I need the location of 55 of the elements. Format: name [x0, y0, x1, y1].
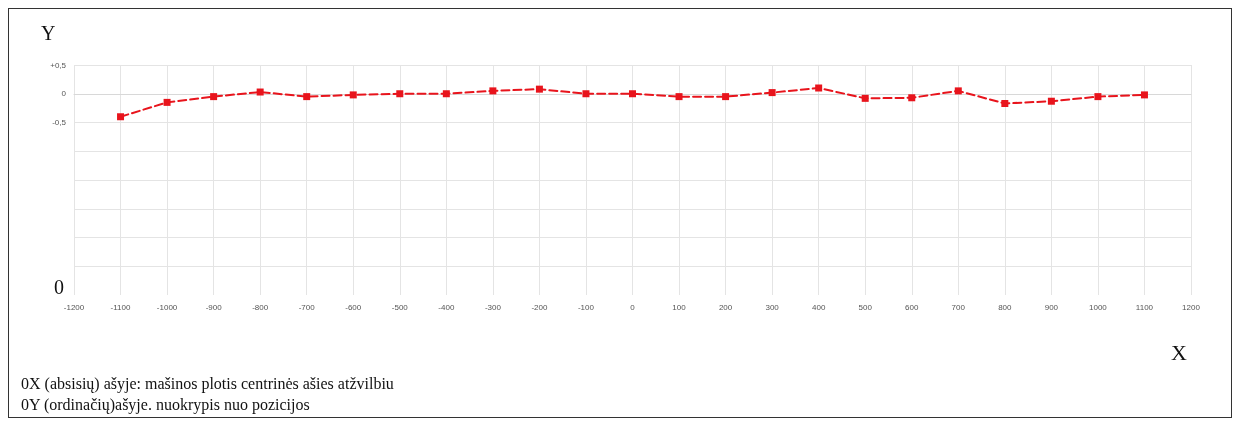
point [1140, 91, 1148, 99]
point [117, 113, 125, 121]
point [163, 98, 171, 106]
point [535, 85, 543, 93]
point [815, 84, 823, 92]
x-tick-label: 800 [998, 302, 1013, 312]
x-tick-label: 700 [951, 302, 966, 312]
point [442, 90, 450, 98]
x-tick-label: 900 [1044, 302, 1059, 312]
y-tick-label: +0,5 [50, 60, 67, 70]
x-tick-label: 1000 [1089, 302, 1108, 312]
x-tick-label: -300 [484, 302, 502, 312]
point [768, 89, 776, 97]
x-tick-label: -800 [252, 302, 269, 312]
x-tick-label: -1200 [63, 302, 85, 312]
x-tick-label: -400 [438, 302, 455, 312]
y-axis-title: Y [41, 22, 56, 44]
x-tick-label: 200 [718, 302, 733, 312]
x-tick-label: 100 [672, 302, 687, 312]
text: 0X (absisių) ašyje: mašinos plotis centrinės ašies atžvilbiu [21, 374, 394, 393]
point [629, 90, 636, 98]
x-tick-label: -200 [531, 302, 548, 312]
x-tick-label: 1100 [1135, 302, 1154, 312]
x-tick-label: -700 [298, 302, 316, 312]
x-tick-label: -100 [577, 302, 595, 312]
y-tick-label: -0,5 [52, 118, 67, 127]
x-tick-label: -500 [391, 302, 409, 312]
point [349, 91, 357, 99]
x-tick-label: -1100 [110, 302, 132, 312]
point [908, 94, 916, 102]
point [396, 90, 404, 98]
point [675, 93, 683, 101]
point [1001, 100, 1009, 108]
x-axis-title: X [1171, 339, 1187, 365]
x-tick-label: 600 [905, 302, 919, 312]
point [861, 94, 869, 102]
x-tick-label: -1000 [156, 302, 178, 312]
point [489, 87, 497, 95]
x-tick-label: 400 [811, 302, 826, 312]
x-tick-label: 1200 [1182, 302, 1201, 312]
point [722, 93, 730, 101]
point [954, 87, 962, 95]
point [582, 90, 590, 98]
x-tick-label: 500 [858, 302, 873, 312]
x-tick-label: 0 [630, 302, 636, 312]
x-tick-label: -900 [205, 302, 223, 312]
point [256, 88, 264, 96]
text: 0Y (ordinačių)ašyje. nuokrypis nuo pozicijos [21, 395, 310, 414]
point [1094, 93, 1102, 101]
point [1047, 97, 1055, 105]
x-tick-label: 300 [765, 302, 780, 312]
point [303, 93, 311, 101]
x-tick-label: -600 [345, 302, 362, 312]
point [210, 93, 218, 101]
y-tick-label: 0 [61, 89, 67, 99]
